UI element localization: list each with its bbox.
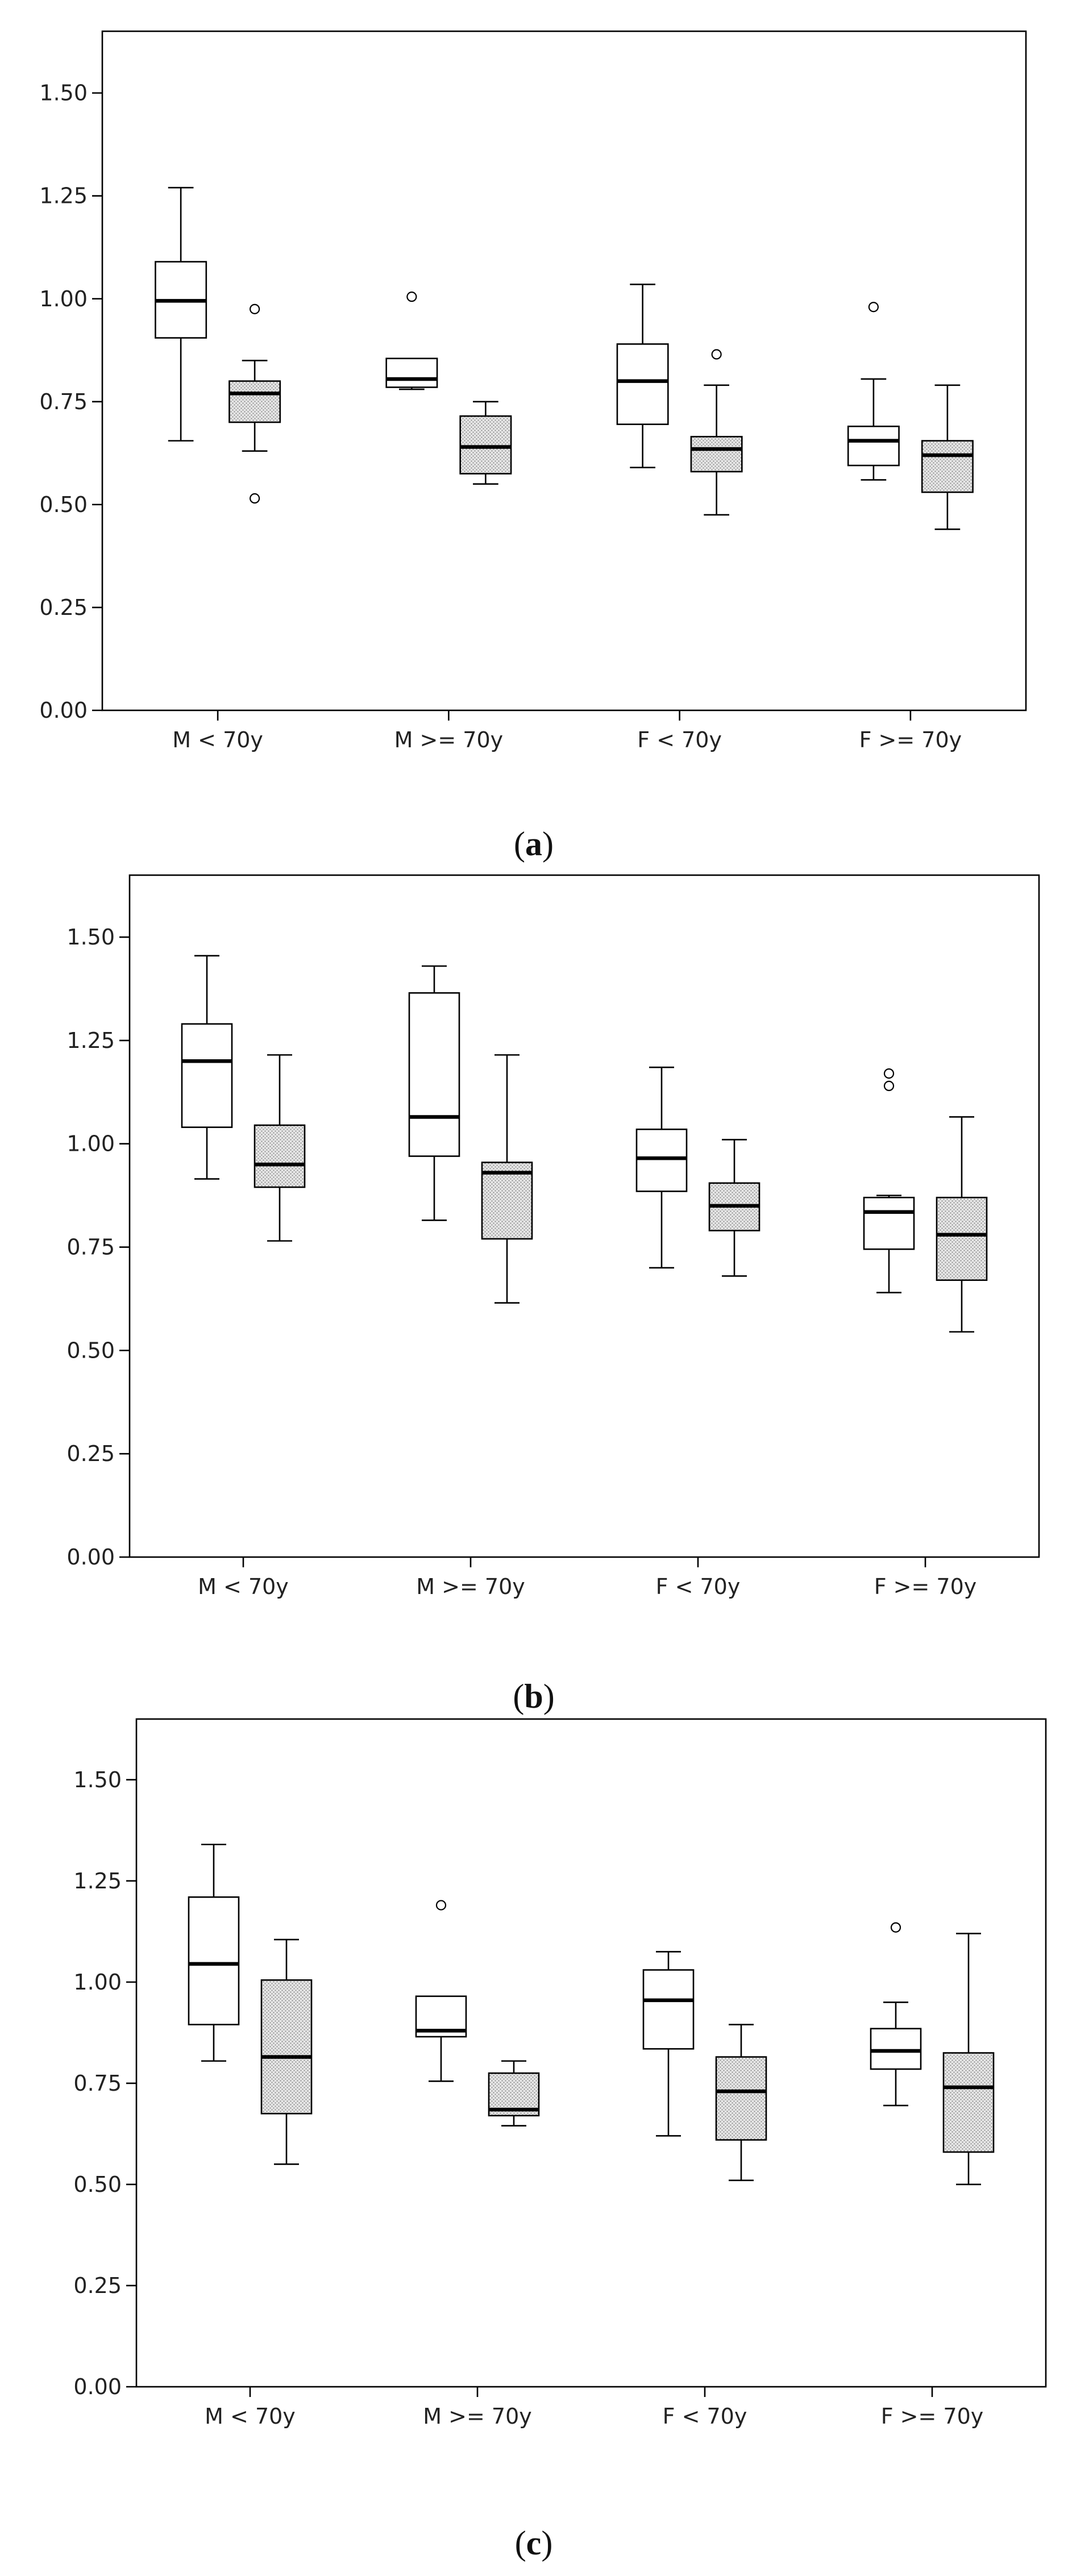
box <box>715 2056 767 2141</box>
y-tick-label: 1.00 <box>39 286 88 311</box>
box <box>870 2028 922 2070</box>
x-tick-label: F >= 70y <box>881 2404 984 2429</box>
plot-frame <box>101 30 1027 711</box>
panel-label-c: (c) <box>515 2524 553 2562</box>
x-tick-label: F < 70y <box>637 727 722 752</box>
box <box>635 1128 688 1192</box>
y-tick-label: 0.00 <box>67 1545 115 1570</box>
box <box>936 1196 988 1281</box>
y-tick-label: 0.00 <box>73 2374 122 2399</box>
x-tick-label: M >= 70y <box>394 727 503 752</box>
y-tick-label: 0.25 <box>67 1441 115 1466</box>
box <box>228 380 281 423</box>
box <box>863 1196 915 1250</box>
y-tick-label: 0.75 <box>67 1235 115 1260</box>
y-tick-label: 1.50 <box>73 1767 122 1792</box>
outlier-point <box>890 1922 901 1933</box>
chart-panel-b: 0.00 0.25 0.50 0.75 1.00 1.25 1.50 M < 70y M >= … <box>67 874 1040 1599</box>
y-tick-label: 0.00 <box>39 698 88 723</box>
chart-panel-c: 0.00 0.25 0.50 0.75 1.00 1.25 1.50 M < 70y M >= … <box>73 1718 1047 2429</box>
y-tick-label: 1.25 <box>39 184 88 209</box>
outlier-point <box>883 1068 895 1079</box>
box <box>254 1124 306 1188</box>
y-tick-label: 1.25 <box>73 1868 122 1893</box>
box <box>690 436 743 473</box>
x-tick-label: F < 70y <box>663 2404 747 2429</box>
y-tick-label: 0.25 <box>73 2273 122 2298</box>
y-tick-label: 1.00 <box>67 1131 115 1156</box>
outlier-point <box>406 292 417 302</box>
x-tick-label: M >= 70y <box>423 2404 531 2429</box>
x-tick-label: F >= 70y <box>874 1574 977 1599</box>
box <box>260 1979 313 2115</box>
outlier-point <box>250 303 260 314</box>
box <box>481 1162 533 1240</box>
chart-panel-a: 0.00 0.25 0.50 0.75 1.00 1.25 1.50 M < 70y M >= … <box>39 30 1027 752</box>
outlier-point <box>883 1080 895 1092</box>
box <box>616 343 669 425</box>
y-tick-label: 0.75 <box>73 2071 122 2096</box>
box <box>847 425 900 467</box>
box <box>385 357 438 388</box>
outlier-point <box>250 493 260 504</box>
x-tick-label: M < 70y <box>172 727 263 752</box>
outlier-point <box>435 1900 447 1911</box>
outlier-point <box>868 302 879 313</box>
box <box>459 415 512 475</box>
y-tick-label: 1.50 <box>67 925 115 950</box>
y-tick-label: 0.25 <box>39 595 88 620</box>
outlier-point <box>711 349 722 360</box>
x-tick-label: F >= 70y <box>859 727 962 752</box>
x-tick-label: M >= 70y <box>416 1574 525 1599</box>
box <box>642 1969 695 2050</box>
box <box>188 1896 240 2025</box>
panel-label-a: (a) <box>514 825 554 863</box>
box <box>921 440 974 493</box>
box <box>942 2052 995 2153</box>
y-tick-label: 0.50 <box>73 2172 122 2197</box>
x-tick-label: F < 70y <box>656 1574 741 1599</box>
y-tick-label: 1.50 <box>39 81 88 106</box>
panel-label-b: (b) <box>513 1678 554 1715</box>
box <box>181 1023 233 1128</box>
y-tick-label: 0.50 <box>67 1338 115 1363</box>
y-tick-label: 0.75 <box>39 389 88 414</box>
plot-frame <box>128 874 1040 1558</box>
y-tick-label: 0.50 <box>39 492 88 517</box>
y-tick-label: 1.00 <box>73 1970 122 1995</box>
box <box>408 992 460 1157</box>
x-tick-label: M < 70y <box>205 2404 296 2429</box>
x-tick-label: M < 70y <box>198 1574 289 1599</box>
y-tick-label: 1.25 <box>67 1028 115 1053</box>
plot-frame <box>135 1718 1047 2388</box>
